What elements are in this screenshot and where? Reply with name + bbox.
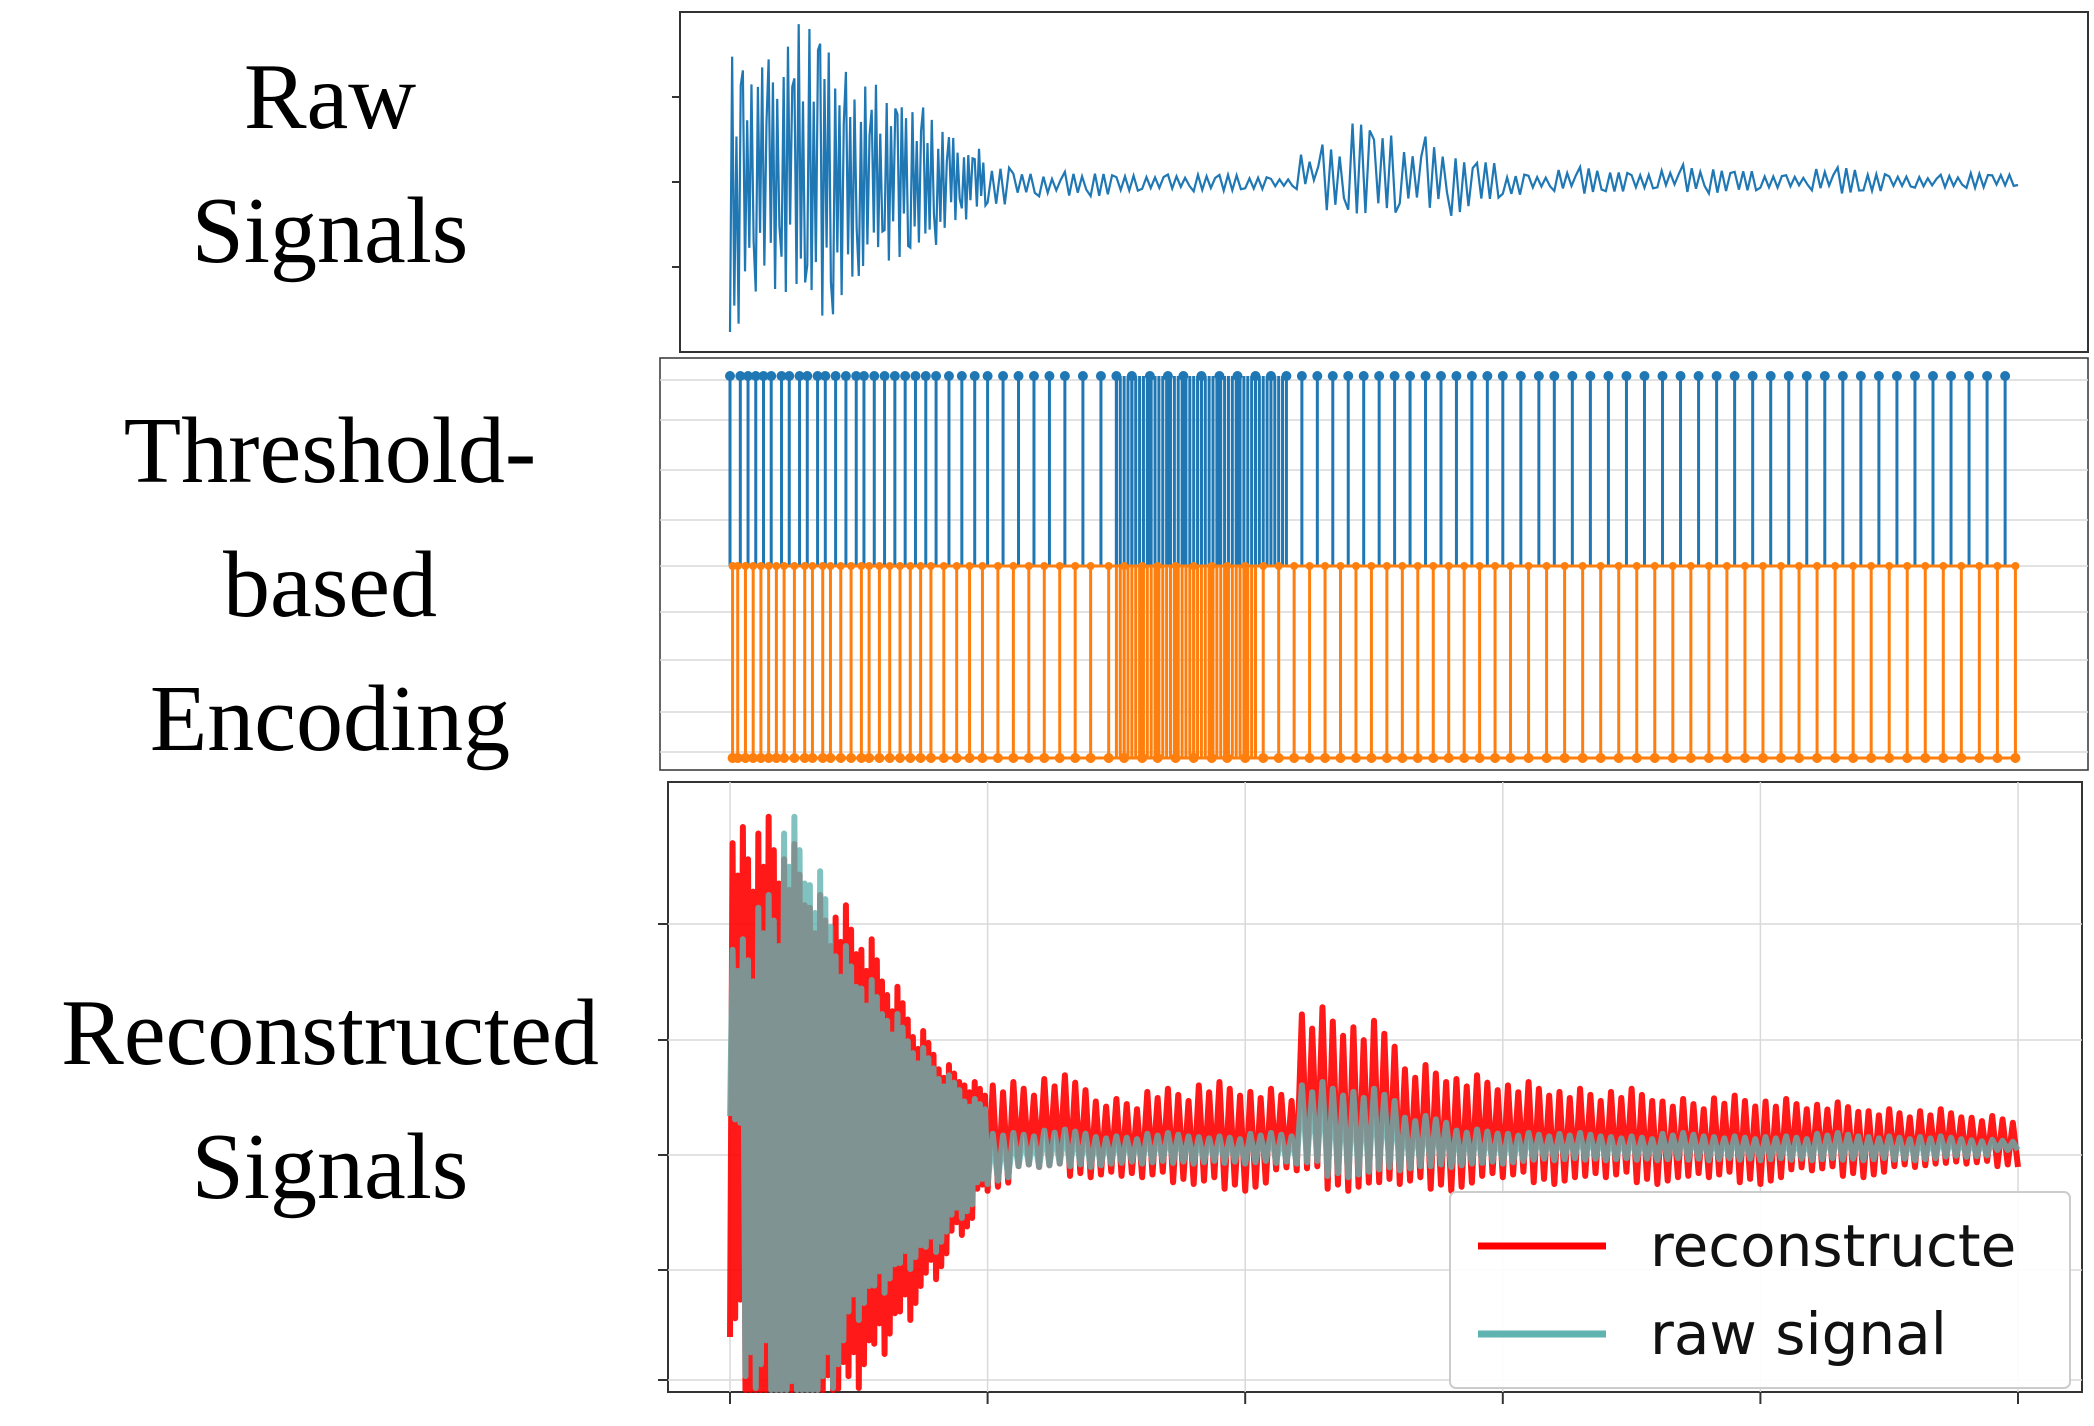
up-spike-marker-45 [1296,371,1307,381]
up-spike-marker-49 [1358,371,1369,381]
up-spike-marker-46 [1312,371,1323,381]
up-spike-marker-71 [1729,371,1740,381]
down-spikes-series [727,562,2021,763]
up-spike-marker-61 [1549,371,1560,381]
up-spike-marker-67 [1657,371,1668,381]
up-spike-marker-76 [1819,371,1830,381]
label-enc-line2: based [222,533,438,637]
up-spike-marker-18 [889,371,900,381]
up-spike-marker-27 [998,371,1009,381]
raw-signal-line [728,24,2019,333]
up-spike-marker-29 [1028,371,1039,381]
up-spike-marker-16 [869,371,880,381]
up-spike-marker-85 [1982,371,1993,381]
label-threshold-encoding: Threshold- based Encoding [0,384,660,786]
up-spike-marker-13 [840,371,851,381]
up-spike-marker-14 [851,371,862,381]
up-spike-marker-75 [1801,371,1812,381]
up-spike-marker-55 [1451,371,1462,381]
up-spike-marker-11 [820,371,831,381]
up-spike-marker-3 [750,371,761,381]
up-spike-marker-4 [758,371,769,381]
reconstructed-line [727,813,2021,1393]
up-spike-marker-5 [766,371,777,381]
up-spike-marker-22 [931,371,942,381]
reconstructed-panel: reconstructe raw signal [658,781,2083,1404]
up-spike-marker-9 [802,371,813,381]
up-spike-marker-28 [1013,371,1024,381]
up-spike-marker-77 [1837,371,1848,381]
up-spike-marker-60 [1533,371,1544,381]
up-spike-marker-33 [1095,371,1106,381]
up-spike-marker-70 [1711,371,1722,381]
up-spike-marker-25 [969,371,980,381]
up-spike-marker-19 [900,371,911,381]
encoding-panel [659,357,2089,771]
up-spike-marker-64 [1603,371,1614,381]
up-spike-marker-47 [1327,371,1338,381]
up-spike-marker-0 [725,371,735,381]
up-spike-marker-51 [1389,371,1400,381]
legend: reconstructe raw signal [1449,1191,2071,1389]
up-spike-marker-62 [1567,371,1578,381]
label-raw-line2: Signals [191,179,469,283]
legend-label-raw: raw signal [1650,1300,1947,1368]
up-spike-marker-69 [1693,371,1704,381]
up-spike-marker-7 [784,371,795,381]
up-spike-marker-59 [1515,371,1526,381]
up-spike-marker-82 [1927,371,1938,381]
up-spike-marker-58 [1497,371,1508,381]
up-spike-marker-24 [956,371,967,381]
up-spike-marker-17 [879,371,890,381]
legend-box [1449,1191,2071,1389]
label-enc-line1: Threshold- [123,399,537,503]
raw-signal-overlay-line [727,813,2021,1393]
up-spike-marker-73 [1765,371,1776,381]
up-spike-marker-20 [910,371,921,381]
up-spike-marker-31 [1059,371,1070,381]
up-spike-marker-6 [776,371,787,381]
up-spike-marker-10 [812,371,823,381]
label-rec-line2: Signals [191,1115,469,1219]
up-spike-marker-83 [1946,371,1957,381]
up-spike-marker-80 [1891,371,1902,381]
label-raw-signals: Raw Signals [0,30,660,298]
raw-signal-panel [672,11,2089,353]
up-spike-marker-1 [735,371,746,381]
up-spike-marker-48 [1343,371,1354,381]
up-spike-marker-68 [1675,371,1686,381]
up-spike-marker-86 [2000,371,2011,381]
up-spike-marker-84 [1964,371,1975,381]
up-spike-marker-2 [743,371,754,381]
up-spike-marker-23 [943,371,954,381]
up-spike-marker-56 [1466,371,1477,381]
up-spike-marker-63 [1585,371,1596,381]
label-raw-line1: Raw [243,45,417,149]
up-spike-marker-12 [830,371,841,381]
up-spike-marker-72 [1747,371,1758,381]
up-spike-marker-74 [1783,371,1794,381]
up-spike-marker-32 [1077,371,1088,381]
up-spike-marker-78 [1855,371,1866,381]
up-spike-marker-52 [1405,371,1416,381]
up-spike-marker-57 [1482,371,1493,381]
label-rec-line1: Reconstructed [61,981,599,1085]
up-spikes-series [725,371,2011,566]
up-spike-marker-53 [1420,371,1431,381]
up-spike-marker-65 [1621,371,1632,381]
up-spike-marker-30 [1044,371,1055,381]
up-spike-marker-21 [920,371,931,381]
label-enc-line3: Encoding [149,667,511,771]
legend-label-reconstructed: reconstructe [1650,1212,2016,1280]
up-spike-marker-54 [1435,371,1446,381]
up-spike-marker-15 [858,371,869,381]
label-reconstructed-signals: Reconstructed Signals [0,966,660,1234]
up-spike-marker-81 [1909,371,1920,381]
up-spike-marker-8 [794,371,805,381]
up-spike-marker-79 [1873,371,1884,381]
up-spike-marker-26 [982,371,993,381]
up-spike-marker-66 [1639,371,1650,381]
up-spike-marker-50 [1374,371,1385,381]
